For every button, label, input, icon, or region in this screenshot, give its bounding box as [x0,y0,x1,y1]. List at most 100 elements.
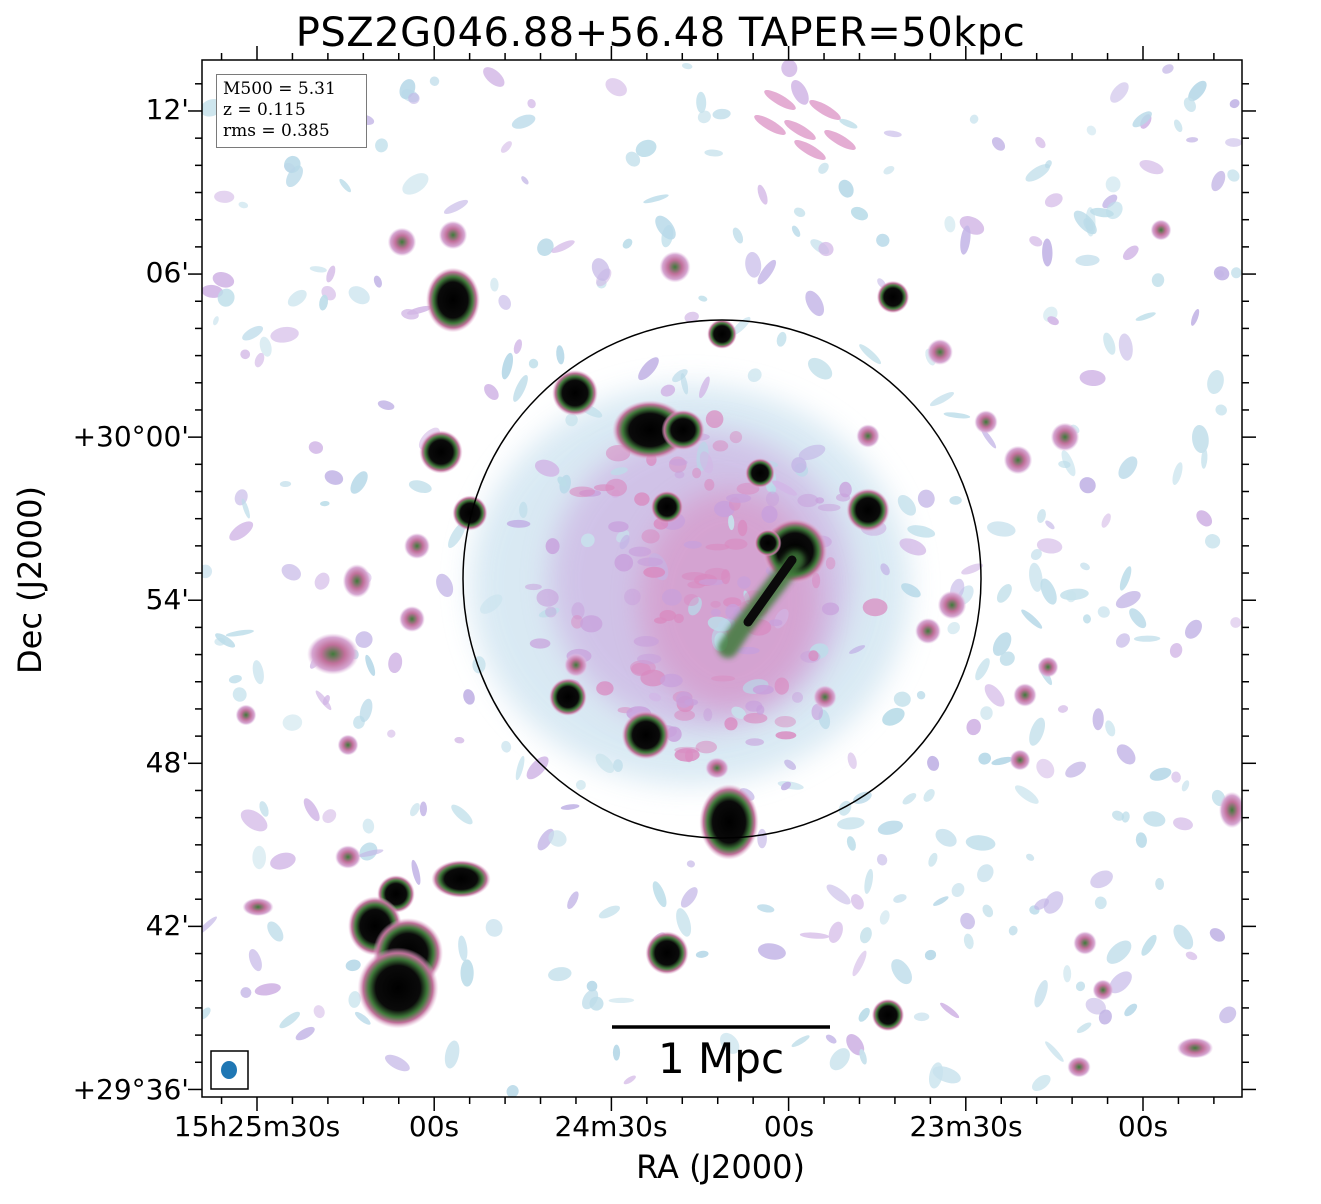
noise-blob [960,912,975,930]
noise-blob [1101,513,1111,528]
noise-blob [498,294,511,310]
bright-source [431,860,491,898]
noise-blob [961,563,984,575]
cluster-info-box: M500 = 5.31 z = 0.115 rms = 0.385 [216,74,367,148]
noise-blob [1124,1003,1138,1017]
halo-speckle [536,588,559,607]
noise-blob [732,227,744,244]
faint-source [813,685,837,709]
noise-blob [279,480,292,488]
noise-blob [699,451,714,474]
faint-source [705,757,729,779]
faint-source [242,897,274,917]
halo-speckle [752,684,774,695]
noise-blob [1103,332,1116,355]
noise-blob [916,690,926,700]
noise-blob [408,480,432,493]
noise-blob [672,369,688,383]
noise-blob [548,830,567,847]
noise-blob [978,752,992,765]
noise-blob [859,1049,867,1065]
halo-speckle [725,603,741,620]
noise-blob [1097,606,1110,618]
noise-blob [483,67,505,87]
noise-blob [980,706,993,720]
noise-blob [436,573,454,598]
noise-blob [279,1011,300,1029]
noise-blob [324,470,344,485]
halo-speckle [821,602,840,616]
noise-blob [902,793,917,805]
faint-source [974,410,998,434]
noise-blob [880,563,890,576]
noise-blob [893,894,907,903]
faint-source [404,533,430,559]
noise-blob [1133,635,1161,642]
noise-blob [313,1005,325,1019]
noise-blob [419,801,427,817]
noise-blob [688,597,702,616]
noise-blob [1192,424,1209,454]
halo-speckle [698,579,725,586]
noise-blob [1119,566,1132,591]
noise-blob [991,137,1006,151]
noise-blob [322,809,337,824]
bright-source [357,947,439,1029]
noise-blob [853,791,872,804]
noise-blobs [202,60,1242,1097]
faint-source [1037,656,1059,678]
noise-blob [314,572,330,590]
halo-speckle [685,749,694,763]
noise-blob [1230,267,1242,279]
noise-blob [1090,870,1113,889]
noise-blob [500,141,512,153]
noise-blob [506,1085,519,1097]
noise-blob [567,891,579,910]
noise-blob [1008,925,1018,936]
noise-blob [1034,898,1050,910]
noise-blob [215,633,236,648]
noise-blob [1172,462,1183,485]
noise-blob [882,707,905,726]
noise-blob [901,583,921,598]
faint-source [1176,1037,1214,1059]
noise-blob [586,980,598,992]
noise-blob [610,467,628,476]
noise-blob [1036,538,1063,554]
faint-source [1067,1056,1091,1078]
halo-speckle [624,588,641,606]
halo-speckle [862,598,888,617]
noise-blob [1045,1041,1064,1062]
faint-source [856,424,880,448]
noise-blob [859,927,872,944]
halo-speckle [643,566,666,578]
noise-blob [521,176,529,185]
noise-blob [791,1035,810,1048]
noise-blob [660,384,676,397]
noise-blob [757,943,786,960]
noise-blob [969,114,979,124]
noise-blob [850,894,864,910]
bright-source [707,319,737,349]
noise-blob [695,950,709,958]
noise-blob [320,500,330,507]
noise-blob [240,349,251,360]
noise-blob [1115,633,1131,648]
noise-blob [623,1075,636,1085]
beam-ellipse [221,1061,237,1079]
halo-speckle [545,606,557,618]
ytick-label: +30°00' [72,420,189,453]
x-axis-label: RA (J2000) [636,1148,805,1186]
noise-blob [1188,80,1207,102]
halo-speckle [797,493,819,508]
noise-blob [267,921,284,942]
noise-blob [1045,520,1055,530]
r500-circle [462,319,982,839]
faint-source [1073,931,1097,955]
noise-blob [1185,951,1198,961]
noise-blob [443,199,469,214]
noise-blob [527,99,536,109]
ytick-label: 42' [145,909,189,942]
noise-blob [745,251,762,278]
noise-blob [1118,333,1133,361]
